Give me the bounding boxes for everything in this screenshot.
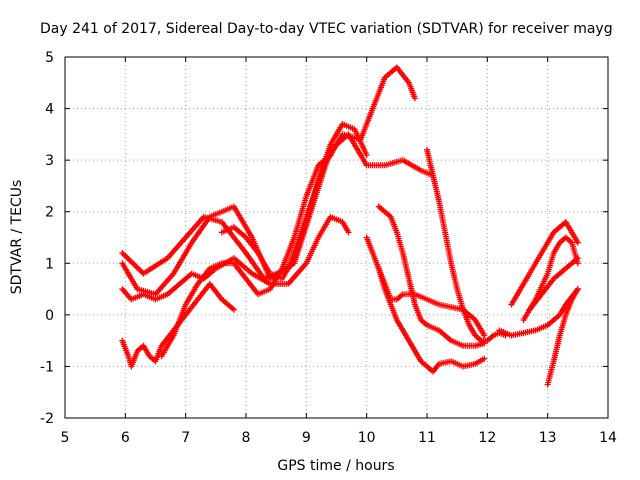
y-tick-label: 3 xyxy=(45,153,54,169)
series-track-15 xyxy=(544,286,581,388)
series-track-12 xyxy=(508,219,581,308)
x-tick-label: 6 xyxy=(121,430,130,446)
x-tick-label: 9 xyxy=(302,430,311,446)
series-track-11 xyxy=(496,286,581,339)
series-track-10 xyxy=(218,121,370,282)
x-axis-label: GPS time / hours xyxy=(277,458,394,474)
y-tick-label: -1 xyxy=(40,359,54,375)
data-point xyxy=(363,151,370,158)
series-track-4 xyxy=(375,203,488,349)
series-track-6 xyxy=(375,265,488,339)
plot-area xyxy=(119,64,581,388)
series-track-3 xyxy=(424,146,509,344)
y-tick-label: 0 xyxy=(45,308,54,324)
series-track-5 xyxy=(363,234,488,375)
y-tick-label: 4 xyxy=(45,102,54,118)
data-point xyxy=(574,239,581,246)
data-point xyxy=(230,306,237,313)
y-tick-label: 5 xyxy=(45,50,54,66)
x-tick-label: 11 xyxy=(418,430,436,446)
x-tick-label: 14 xyxy=(599,430,617,446)
data-point xyxy=(574,286,581,293)
data-point xyxy=(481,340,488,347)
grid xyxy=(65,57,608,418)
series-track-14 xyxy=(526,255,581,313)
x-tick-label: 8 xyxy=(242,430,251,446)
plot-frame xyxy=(64,56,609,419)
data-point xyxy=(345,229,352,236)
chart-title: Day 241 of 2017, Sidereal Day-to-day VTE… xyxy=(40,21,613,37)
y-tick-label: 1 xyxy=(45,256,54,272)
x-tick-label: 13 xyxy=(539,430,557,446)
data-point xyxy=(481,355,488,362)
y-axis-label: SDTVAR / TECUs xyxy=(9,180,25,295)
y-tick-label: 2 xyxy=(45,205,54,221)
data-point xyxy=(574,255,581,262)
data-point xyxy=(411,95,418,102)
x-tick-label: 5 xyxy=(61,430,70,446)
y-tick-label: -2 xyxy=(40,411,54,427)
x-tick-label: 10 xyxy=(358,430,376,446)
x-tick-label: 7 xyxy=(181,430,190,446)
data-point xyxy=(481,332,488,339)
x-tick-label: 12 xyxy=(478,430,496,446)
data-point xyxy=(574,260,581,267)
